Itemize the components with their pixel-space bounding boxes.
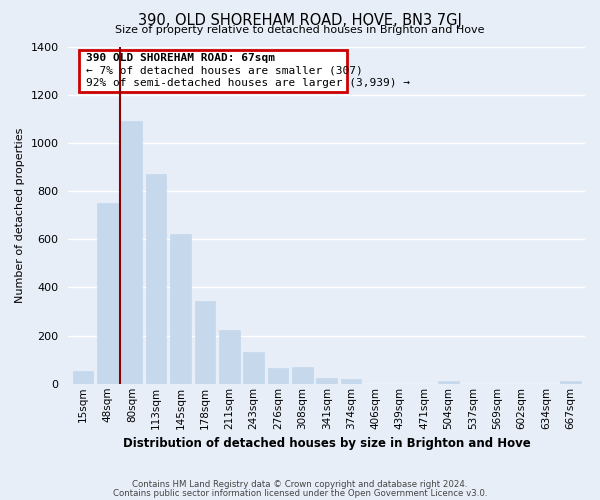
Bar — [560, 382, 581, 384]
Bar — [438, 382, 459, 384]
Text: ← 7% of detached houses are smaller (307): ← 7% of detached houses are smaller (307… — [86, 66, 363, 76]
Bar — [292, 367, 313, 384]
Y-axis label: Number of detached properties: Number of detached properties — [15, 128, 25, 303]
Bar — [121, 121, 142, 384]
Bar — [170, 234, 191, 384]
Bar — [243, 352, 264, 384]
Bar — [97, 203, 118, 384]
Text: Contains HM Land Registry data © Crown copyright and database right 2024.: Contains HM Land Registry data © Crown c… — [132, 480, 468, 489]
FancyBboxPatch shape — [79, 50, 347, 92]
Text: 390, OLD SHOREHAM ROAD, HOVE, BN3 7GJ: 390, OLD SHOREHAM ROAD, HOVE, BN3 7GJ — [138, 12, 462, 28]
Text: Size of property relative to detached houses in Brighton and Hove: Size of property relative to detached ho… — [115, 25, 485, 35]
Bar — [341, 379, 361, 384]
Bar — [73, 370, 94, 384]
Bar — [146, 174, 166, 384]
Bar — [194, 300, 215, 384]
Bar — [268, 368, 289, 384]
Text: 92% of semi-detached houses are larger (3,939) →: 92% of semi-detached houses are larger (… — [86, 78, 410, 88]
Bar — [316, 378, 337, 384]
Bar — [219, 330, 239, 384]
Text: 390 OLD SHOREHAM ROAD: 67sqm: 390 OLD SHOREHAM ROAD: 67sqm — [86, 52, 275, 62]
Text: Contains public sector information licensed under the Open Government Licence v3: Contains public sector information licen… — [113, 489, 487, 498]
X-axis label: Distribution of detached houses by size in Brighton and Hove: Distribution of detached houses by size … — [123, 437, 530, 450]
